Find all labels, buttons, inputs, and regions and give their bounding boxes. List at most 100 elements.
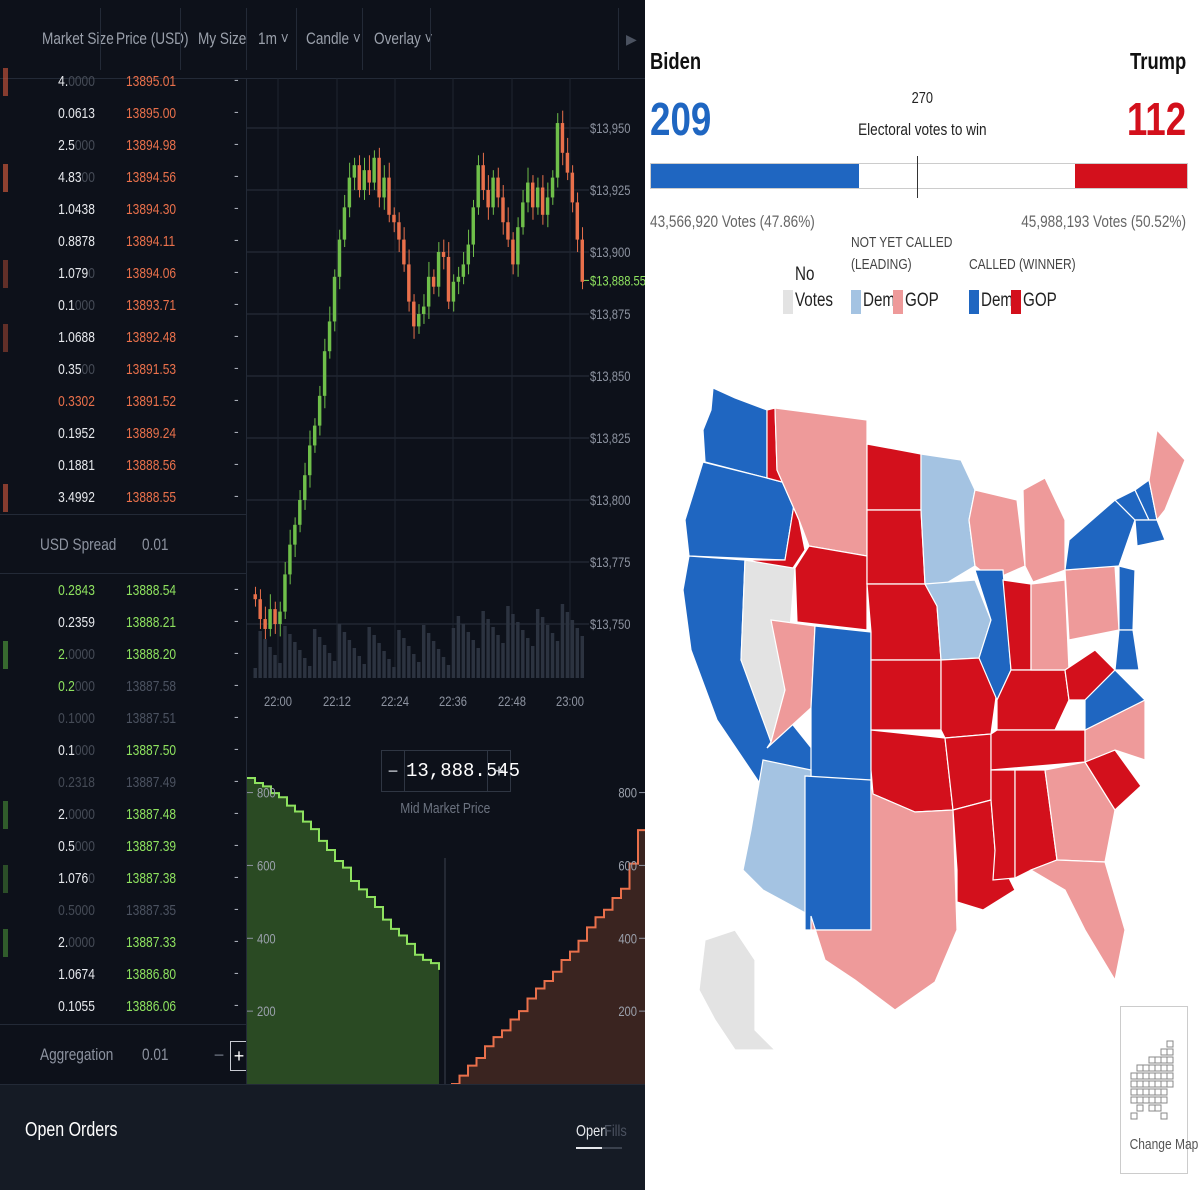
zoom-in-button[interactable]: + (487, 751, 510, 791)
bid-price: 13887.39 (126, 838, 177, 855)
state-michigan[interactable] (1022, 477, 1066, 583)
ask-size: 4.0000 (58, 73, 95, 90)
state-north-dakota[interactable] (866, 443, 922, 511)
state-mississippi[interactable] (990, 769, 1016, 881)
to-win-label: Electoral votes to win (858, 120, 987, 139)
trading-panel: Market Size Price (USD) My Size 1m ˅ Can… (0, 0, 645, 1190)
state-ohio[interactable] (1030, 579, 1070, 671)
volume-bar (273, 655, 277, 678)
bid-row[interactable]: 1.0674 13886.80 - (0, 959, 247, 991)
state-alaska[interactable] (698, 929, 777, 1051)
state-pennsylvania[interactable] (1064, 565, 1120, 641)
state-maine[interactable] (1148, 428, 1186, 522)
state-nebraska[interactable] (866, 583, 942, 661)
depth-axis-label-right: 800 (618, 785, 637, 800)
depth-chart[interactable]: 800 800 600 600 400 400 200 200 (247, 738, 645, 1084)
chart-type-dropdown[interactable]: Candle ˅ (306, 29, 361, 48)
volume-bar (511, 614, 515, 678)
ask-row[interactable]: 1.0438 13894.30 - (0, 194, 247, 226)
ask-row[interactable]: 0.8878 13894.11 - (0, 226, 247, 258)
tab-open[interactable]: Open (576, 1123, 608, 1140)
bid-row[interactable]: 0.2000 13887.58 - (0, 671, 247, 703)
my-size-placeholder: - (234, 996, 239, 1012)
ask-row[interactable]: 0.0613 13895.00 - (0, 98, 247, 130)
state-florida[interactable] (1029, 859, 1126, 982)
state-new-mexico[interactable] (804, 775, 872, 931)
volume-bar (486, 619, 490, 678)
bid-row[interactable]: 2.0000 13887.48 - (0, 799, 247, 831)
candle-body (407, 264, 411, 302)
state-georgia[interactable] (1044, 761, 1116, 863)
volume-bar (565, 612, 570, 678)
ask-row[interactable]: 0.3302 13891.52 - (0, 386, 247, 418)
ask-depth-bar (3, 68, 8, 96)
volume-bar (496, 635, 500, 678)
candlestick-chart[interactable]: $13,950 $13,925 $13,900 $13,875 $13,850 $13,8… (247, 78, 645, 738)
aggregation-decrease-button[interactable]: − (213, 1045, 225, 1065)
bid-row[interactable]: 0.2318 13887.49 - (0, 767, 247, 799)
state-wisconsin[interactable] (968, 489, 1026, 581)
ask-row[interactable]: 3.4992 13888.55 - (0, 482, 247, 514)
state-arizona[interactable] (742, 759, 812, 918)
ask-row[interactable]: 0.3500 13891.53 - (0, 354, 247, 386)
chevron-down-icon: ˅ (424, 29, 433, 48)
bid-row[interactable]: 0.2843 13888.54 - (0, 575, 247, 607)
collapse-arrow-icon[interactable]: ▶ (626, 31, 637, 47)
volume-bar (337, 624, 342, 678)
ask-row[interactable]: 0.1881 13888.56 - (0, 450, 247, 482)
ask-row[interactable]: 1.0790 13894.06 - (0, 258, 247, 290)
interval-dropdown[interactable]: 1m ˅ (258, 29, 289, 48)
candle-body (332, 276, 337, 322)
volume-bar (382, 651, 386, 678)
time-axis-label: 22:24 (381, 694, 409, 709)
bid-row[interactable]: 2.0000 13887.33 - (0, 927, 247, 959)
change-map-button[interactable]: Change Map (1120, 1006, 1198, 1174)
bid-row[interactable]: 2.0000 13888.20 - (0, 639, 247, 671)
my-size-placeholder: - (234, 455, 239, 471)
volume-bar (471, 640, 475, 678)
candle-body (327, 321, 332, 352)
state-massachusetts[interactable] (1134, 519, 1166, 547)
state-wyoming[interactable] (794, 545, 868, 631)
bid-price: 13887.58 (126, 678, 177, 695)
ask-row[interactable]: 1.0688 13892.48 - (0, 322, 247, 354)
biden-electoral-votes: 209 (650, 93, 712, 145)
my-size-placeholder: - (234, 295, 239, 311)
ask-depth-bar (3, 484, 8, 512)
depth-axis-label-left: 800 (257, 785, 276, 800)
ask-size: 4.8300 (58, 169, 95, 186)
bid-row[interactable]: 1.0760 13887.38 - (0, 863, 247, 895)
ask-row[interactable]: 4.8300 13894.56 - (0, 162, 247, 194)
bid-row[interactable]: 0.2359 13888.21 - (0, 607, 247, 639)
state-kansas[interactable] (870, 659, 942, 731)
bid-row[interactable]: 0.1055 13886.06 - (0, 991, 247, 1023)
tab-fills[interactable]: Fills (604, 1123, 627, 1140)
bid-row[interactable]: 0.1000 13887.51 - (0, 703, 247, 735)
state-minnesota[interactable] (920, 453, 976, 585)
ask-row[interactable]: 0.1000 13893.71 - (0, 290, 247, 322)
state-arkansas[interactable] (944, 733, 992, 811)
state-south-dakota[interactable] (866, 509, 926, 585)
volume-bar (540, 617, 545, 678)
aggregation-label: Aggregation (40, 1045, 114, 1064)
state-virginia[interactable] (1084, 669, 1147, 731)
volume-bar (580, 636, 584, 678)
state-tennessee[interactable] (990, 729, 1086, 771)
ask-row[interactable]: 0.1952 13889.24 - (0, 418, 247, 450)
candle-body (298, 500, 302, 525)
ask-row[interactable]: 4.0000 13895.01 - (0, 66, 247, 98)
my-size-placeholder: - (234, 900, 239, 916)
bid-row[interactable]: 0.5000 13887.35 - (0, 895, 247, 927)
us-electoral-map[interactable] (645, 370, 1200, 1130)
state-new-jersey[interactable] (1118, 565, 1136, 631)
volume-bar (308, 666, 312, 678)
zoom-out-button[interactable]: − (382, 751, 405, 791)
bid-row[interactable]: 0.5000 13887.39 - (0, 831, 247, 863)
state-colorado[interactable] (810, 625, 872, 783)
bid-row[interactable]: 0.1000 13887.50 - (0, 735, 247, 767)
state-new-york[interactable] (1064, 499, 1136, 571)
state-maryland[interactable] (1114, 629, 1140, 671)
state-kentucky[interactable] (996, 669, 1070, 731)
ask-row[interactable]: 2.5000 13894.98 - (0, 130, 247, 162)
overlay-dropdown[interactable]: Overlay ˅ (374, 29, 433, 48)
